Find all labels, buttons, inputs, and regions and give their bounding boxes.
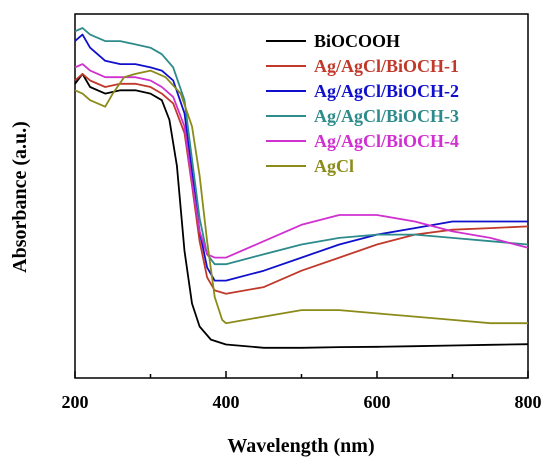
x-tick-label: 600 [364,392,391,412]
legend-label: Ag/AgCl/BiOCH-2 [314,81,459,101]
x-tick-label: 200 [62,392,89,412]
plot-frame [74,13,529,379]
x-axis-ticks: 200 400 600 800 [62,371,542,412]
legend-label: Ag/AgCl/BiOCH-1 [314,56,459,76]
series-line-2 [74,73,529,295]
legend-label: AgCl [314,156,354,176]
plot-area [74,13,529,379]
legend: BiOCOOH Ag/AgCl/BiOCH-1 Ag/AgCl/BiOCH-2 Ag/… [266,31,459,176]
legend-label: Ag/AgCl/BiOCH-3 [314,106,459,126]
series-line-5 [74,63,529,259]
series-line-6 [74,69,528,325]
legend-label: BiOCOOH [314,31,400,51]
series-line-1 [74,73,529,349]
legend-label: Ag/AgCl/BiOCH-4 [314,131,459,151]
x-axis-title: Wavelength (nm) [227,435,374,457]
y-axis-title: Absorbance (a.u.) [9,121,31,273]
series-line-4 [74,27,529,266]
x-tick-label: 800 [515,392,542,412]
x-tick-label: 400 [213,392,240,412]
series-layer [74,27,529,349]
